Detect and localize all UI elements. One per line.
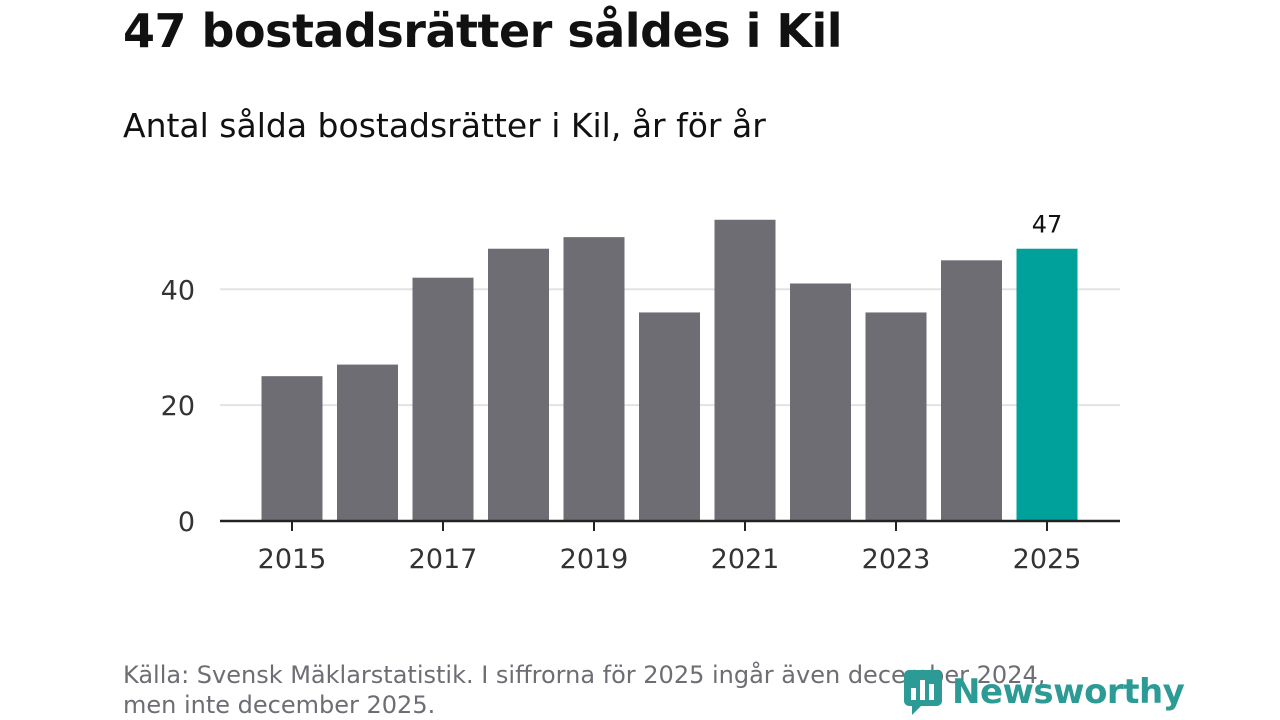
bar-2022 (790, 283, 851, 521)
source-line-1: Källa: Svensk Mäklarstatistik. I siffror… (123, 661, 1046, 689)
y-tick-label-0: 0 (178, 507, 195, 538)
y-tick-label-20: 20 (161, 391, 195, 422)
chart-title: 47 bostadsrätter såldes i Kil (123, 4, 843, 58)
bar-2021 (714, 219, 776, 522)
x-tick-label-2021: 2021 (711, 544, 780, 575)
bar-chart: 0 20 40 47 2015 2017 2019 2021 2023 2025 (161, 211, 1120, 575)
bar-2024 (941, 260, 1002, 521)
source-note: Källa: Svensk Mäklarstatistik. I siffror… (123, 660, 1123, 720)
chart-subtitle: Antal sålda bostadsrätter i Kil, år för … (123, 106, 766, 145)
bar-2023 (865, 312, 927, 521)
bars (261, 219, 1078, 522)
bar-2017 (412, 277, 474, 521)
bar-2019 (563, 237, 625, 521)
bar-2025 (1016, 248, 1078, 522)
newsworthy-logo-icon (904, 670, 942, 715)
bar-2020 (639, 312, 700, 521)
axes (220, 519, 1120, 531)
bar-2016 (337, 364, 398, 521)
x-tick-label-2017: 2017 (409, 544, 478, 575)
logo-text: Newsworthy (952, 672, 1185, 712)
newsworthy-logo: Newsworthy (902, 668, 1185, 716)
bar-2015 (261, 376, 323, 521)
x-tick-label-2025: 2025 (1013, 544, 1082, 575)
source-line-2: men inte december 2025. (123, 691, 436, 719)
bar-2018 (488, 248, 549, 522)
data-label-2025: 47 (1032, 211, 1063, 239)
x-tick-label-2023: 2023 (862, 544, 931, 575)
x-tick-label-2019: 2019 (560, 544, 629, 575)
y-tick-label-40: 40 (161, 275, 195, 306)
labels: 0 20 40 47 2015 2017 2019 2021 2023 2025 (161, 211, 1082, 575)
x-tick-label-2015: 2015 (258, 544, 327, 575)
